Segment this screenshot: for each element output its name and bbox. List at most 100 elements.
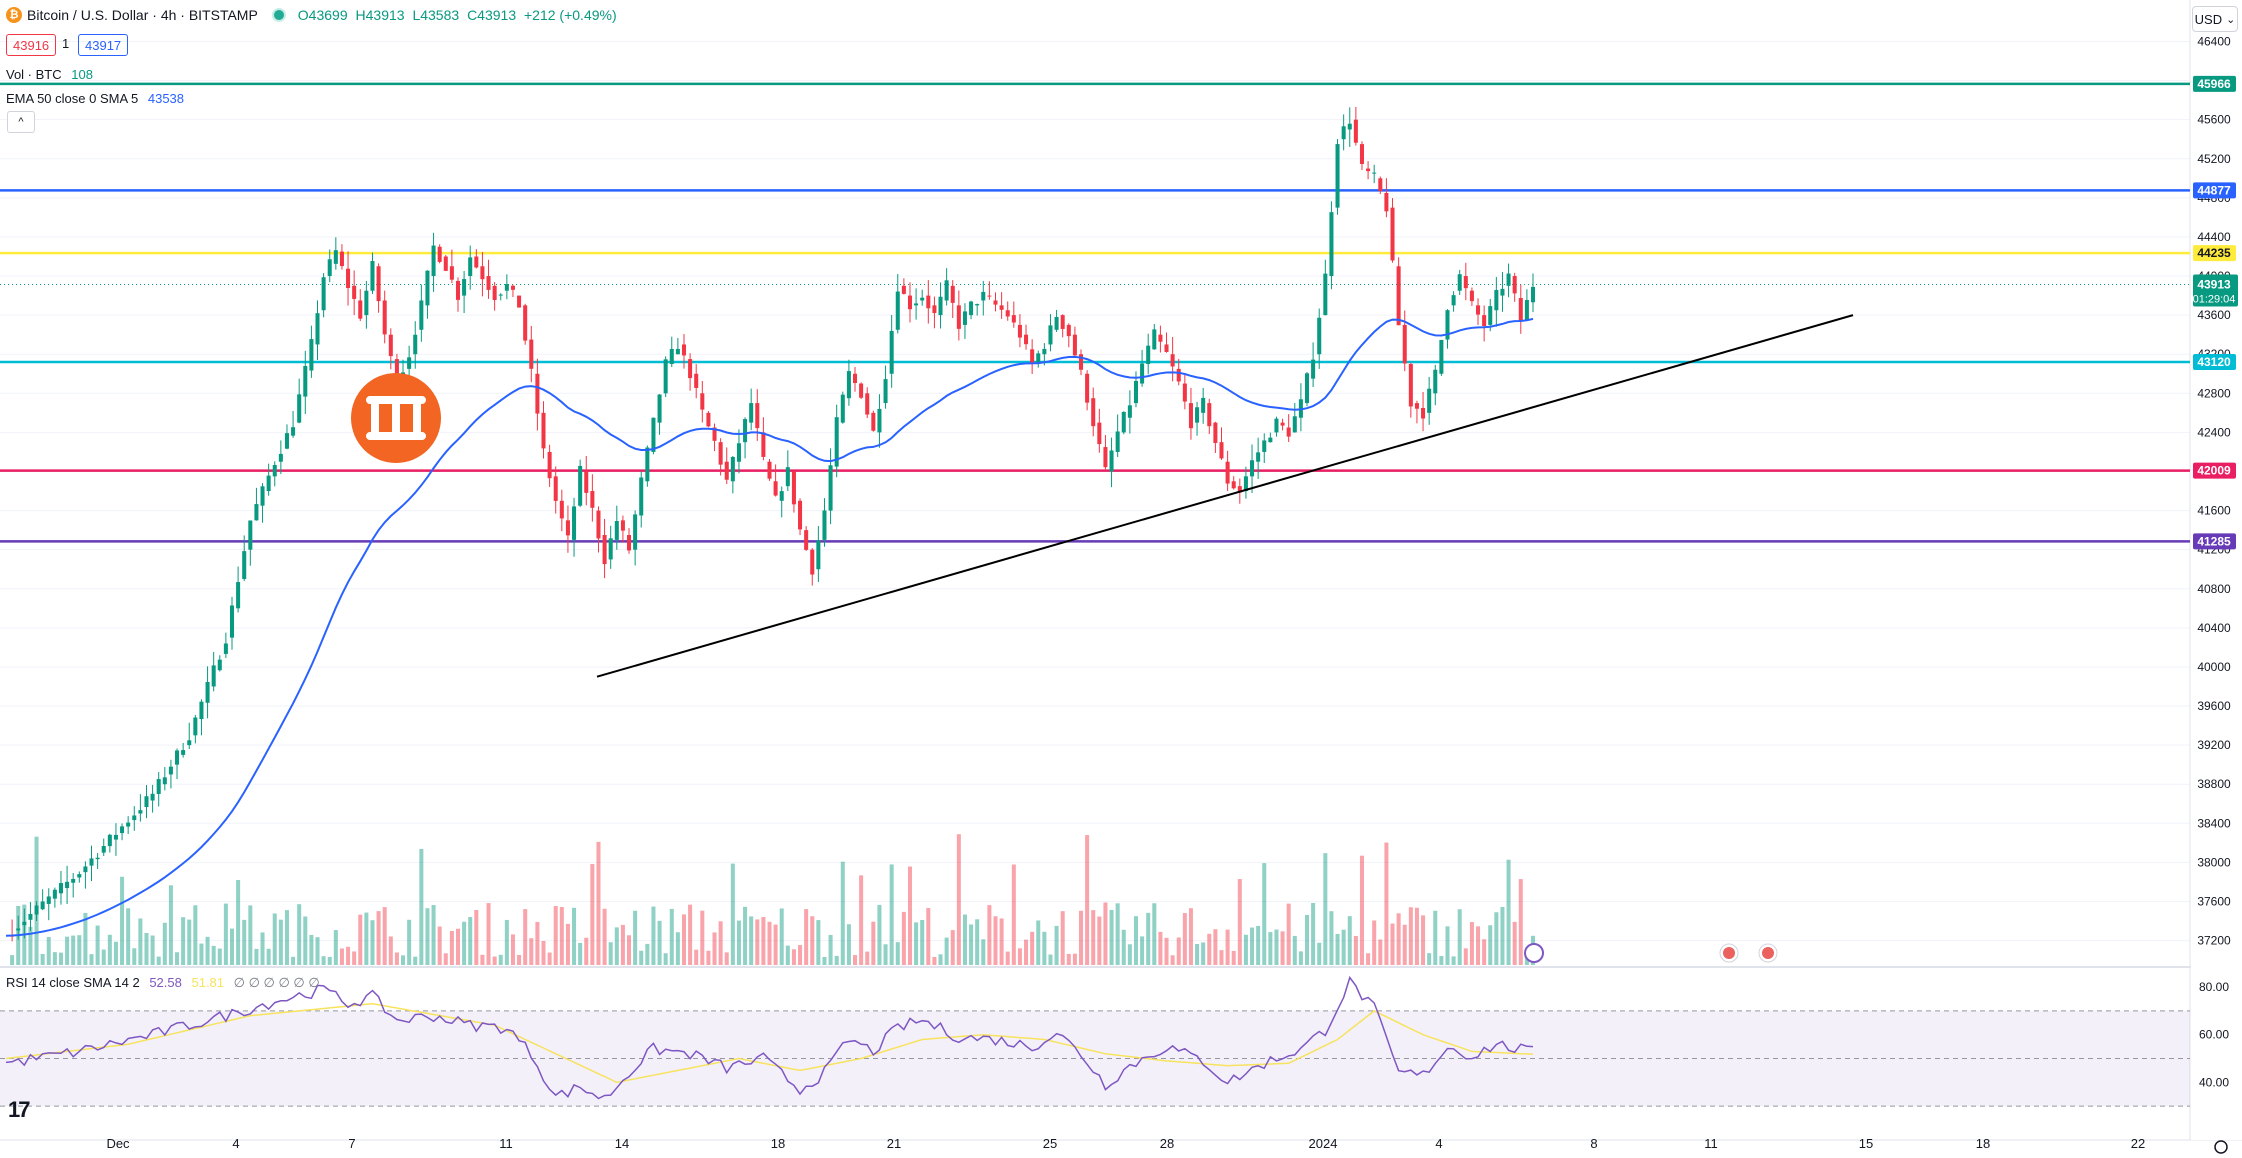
volume-bar — [1103, 902, 1108, 965]
candle-body — [1133, 380, 1138, 404]
open-value: O43699 — [297, 7, 348, 23]
volume-bar — [1304, 914, 1310, 965]
symbol-title[interactable]: Bitcoin / U.S. Dollar · 4h · BITSTAMP — [27, 7, 258, 23]
candle-body — [126, 822, 131, 827]
candle-body — [34, 905, 39, 915]
volume-bar — [297, 904, 302, 965]
ema-line — [5, 317, 1534, 937]
time-axis[interactable]: Dec 4 7 11 14 18 21 25 28 2024 4 8 11 15 18 22 — [106, 1136, 2228, 1154]
volume-bar — [272, 913, 277, 965]
event-markers[interactable] — [1524, 943, 1778, 963]
volume-bar — [1366, 953, 1371, 965]
price-tick-label: 38000 — [2197, 855, 2231, 869]
volume-bar — [242, 919, 247, 965]
candle-body — [627, 535, 632, 551]
candle-body — [1121, 411, 1126, 433]
candle-body — [950, 285, 955, 303]
volume-bar — [804, 909, 809, 965]
volume-bar — [1286, 903, 1291, 965]
volume-bar — [480, 954, 485, 965]
volume-bar — [217, 948, 222, 965]
candle-body — [999, 305, 1004, 310]
candle-body — [755, 403, 760, 429]
candle-body — [1237, 486, 1242, 493]
volume-bar — [401, 955, 406, 965]
time-tick-label: 11 — [499, 1136, 513, 1151]
price-tick-label: 46400 — [2197, 34, 2231, 48]
candle-body — [675, 348, 680, 355]
market-status-icon[interactable] — [271, 8, 286, 22]
volume-bar — [1250, 927, 1255, 965]
volume-bar — [785, 945, 790, 965]
horizontal-levels[interactable] — [0, 82, 2190, 543]
candle-body — [382, 300, 387, 335]
candle-body — [272, 464, 277, 477]
volume-bar — [132, 948, 137, 965]
volume-bar — [932, 956, 937, 965]
volume-bar — [1195, 944, 1200, 965]
candle-body — [804, 530, 809, 550]
volume-bar — [120, 876, 125, 965]
volume-bar — [58, 952, 63, 965]
volume-bar — [694, 949, 699, 965]
volume-bar — [65, 936, 70, 965]
time-tick-label: 11 — [1704, 1136, 1718, 1151]
tradingview-logo[interactable]: 17 — [8, 1097, 31, 1122]
level-price-tag — [2193, 533, 2236, 550]
volume-bar — [431, 905, 436, 965]
volume-bar — [1298, 951, 1303, 965]
sell-price-button[interactable]: 43916 — [6, 34, 57, 56]
candle-body — [291, 427, 296, 436]
candle-body — [700, 393, 705, 410]
volume-bar — [1292, 935, 1297, 965]
volume-bar — [688, 904, 693, 965]
candle-body — [578, 465, 583, 506]
candle-body — [1427, 388, 1432, 413]
volume-bar — [559, 907, 564, 965]
volume-bar — [1158, 931, 1163, 965]
level-price-tag — [2193, 75, 2236, 92]
order-quantity[interactable]: 1 — [62, 36, 70, 51]
rsi-legend[interactable]: RSI 14 close SMA 14 2 52.58 51.81 ∅ ∅ ∅ … — [6, 975, 320, 991]
time-tick-label: 15 — [1859, 1136, 1873, 1151]
volume-bar — [944, 937, 949, 965]
candle-body — [120, 826, 125, 834]
price-tick-label: 37600 — [2197, 894, 2231, 908]
volume-bar — [187, 919, 192, 965]
volume-bar — [1518, 879, 1523, 965]
volume-bar — [138, 918, 143, 965]
candle-body — [553, 476, 558, 501]
volume-bar — [113, 941, 118, 965]
volume-legend[interactable]: Vol · BTC 108 — [6, 67, 93, 82]
candle-body — [419, 300, 424, 330]
candle-body — [187, 740, 192, 746]
price-axis[interactable]: 37200 37600 38000 38400 38800 39200 39600 40000… — [2191, 0, 2242, 1140]
rsi-tick-label: 40.00 — [2199, 1075, 2229, 1089]
candle-body — [663, 359, 668, 394]
volume-bar — [10, 955, 15, 965]
candle-body — [1152, 329, 1157, 350]
buy-price-button[interactable]: 43917 — [78, 34, 129, 56]
candle-body — [1506, 273, 1511, 286]
volume-bar — [211, 945, 216, 965]
candle-body — [1146, 345, 1151, 364]
volume-bar — [407, 919, 412, 965]
volume-bar — [291, 956, 296, 965]
collapse-legend-button[interactable]: ^ — [7, 111, 35, 133]
candle-body — [22, 921, 27, 926]
candle-body — [1036, 353, 1041, 364]
ema-legend[interactable]: EMA 50 close 0 SMA 5 43538 — [6, 91, 184, 106]
trendline[interactable] — [596, 314, 1854, 678]
volume-bar — [1188, 908, 1193, 965]
volume-bar — [1121, 929, 1126, 965]
volume-bar — [1408, 907, 1413, 965]
currency-selector[interactable]: USD ⌄ — [2192, 6, 2238, 32]
volume-bar — [1182, 913, 1187, 965]
candle-body — [1457, 274, 1462, 291]
volume-bar — [706, 950, 711, 965]
candle-body — [486, 276, 491, 290]
volume-legend-name: Vol · BTC — [6, 67, 62, 82]
time-tick-label: 25 — [1043, 1136, 1057, 1151]
candle-body — [920, 297, 925, 301]
